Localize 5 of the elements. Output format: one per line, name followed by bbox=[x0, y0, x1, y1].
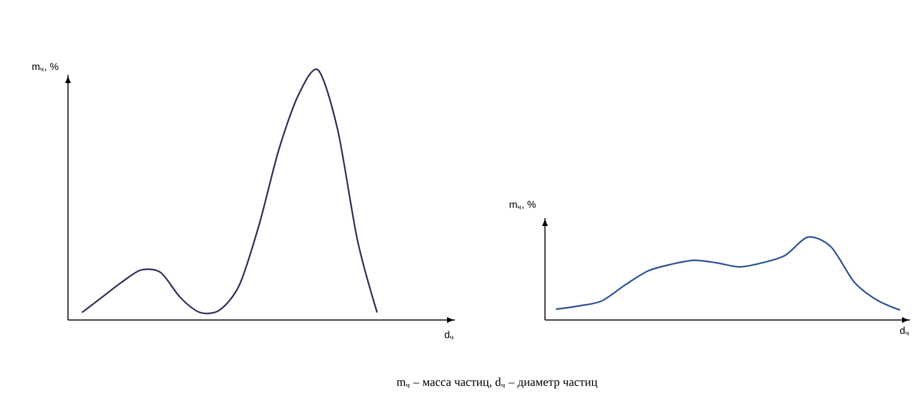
x-axis-title: d$_{ч}$ bbox=[444, 330, 454, 340]
text: m$_{ч}$ – масса частиц, d$_{ч}$ – диаметр частиц bbox=[396, 378, 598, 388]
x-axis-title: d$_{ч}$ bbox=[900, 326, 908, 336]
y-axis-title: m$_{ч}$, % bbox=[510, 200, 536, 210]
y-axis-title: m$_{ч}$, % bbox=[32, 63, 58, 72]
